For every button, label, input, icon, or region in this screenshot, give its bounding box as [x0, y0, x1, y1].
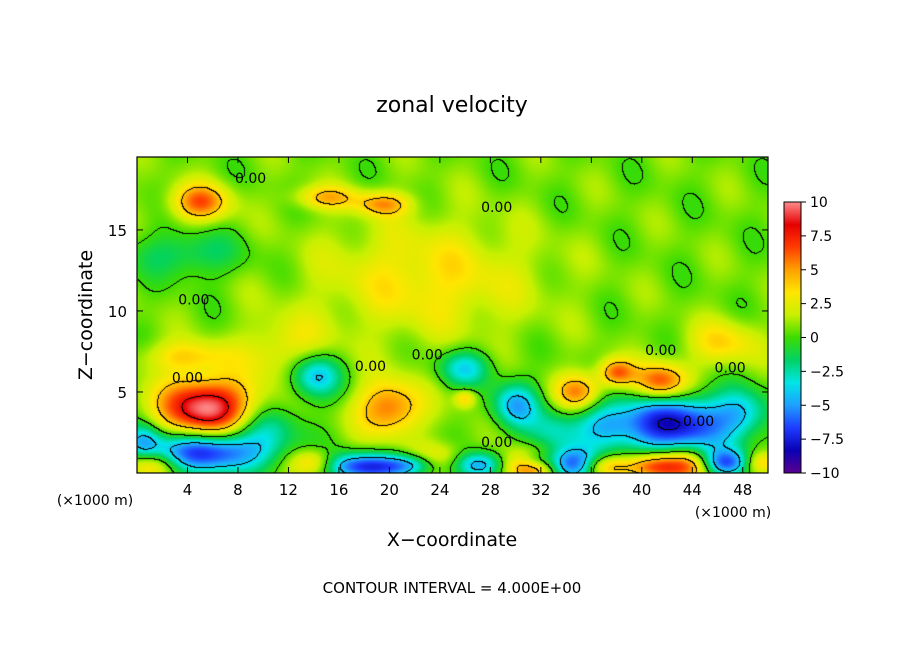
colorbar-tick-label: 2.5: [810, 297, 832, 313]
x-tick-label: 12: [279, 481, 298, 499]
x-axis: 4 8 12 16 20 24 28 32 36 40 44 48: [183, 157, 752, 499]
x-tick-label: 4: [183, 481, 193, 499]
x-tick-label: 20: [380, 481, 399, 499]
y-tick-label: 5: [117, 384, 127, 402]
x-axis-label: X−coordinate: [387, 529, 517, 551]
x-tick-label: 24: [430, 481, 449, 499]
contour-label: 0.00: [235, 171, 266, 187]
y-axis-label: Z−coordinate: [75, 250, 97, 380]
y-axis: 5 10 15: [108, 222, 768, 402]
colorbar-tick-label: 7.5: [810, 229, 832, 245]
heatmap-field: [137, 157, 768, 473]
chart-title: zonal velocity: [376, 93, 528, 118]
plot-frame: [136, 156, 769, 474]
colorbar: 10 7.5 5 2.5 0 −2.5 −5 −7.5 −10: [783, 195, 844, 482]
colorbar-tick-label: 5: [810, 263, 819, 279]
contour-label: 0.00: [645, 343, 676, 359]
contour-label: 0.00: [481, 200, 512, 216]
colorbar-tick-label: −5: [810, 398, 831, 414]
colorbar-ticks: 10 7.5 5 2.5 0 −2.5 −5 −7.5 −10: [801, 195, 844, 482]
contour-label: 0.00: [412, 348, 443, 364]
y-tick-label: 15: [108, 222, 127, 240]
contour-labels: 0.00 0.00 0.00 0.00 0.00 0.00 0.00 0.00 0.00 0.00: [172, 171, 746, 451]
colorbar-tick-label: −2.5: [810, 364, 844, 380]
x-tick-label: 8: [233, 481, 243, 499]
contour-label: 0.00: [172, 370, 203, 386]
x-unit-right: (×1000 m): [695, 505, 771, 521]
x-unit-left: (×1000 m): [57, 493, 133, 509]
x-tick-label: 16: [329, 481, 348, 499]
colorbar-tick-label: −7.5: [810, 432, 844, 448]
x-tick-label: 48: [733, 481, 752, 499]
contour-interval-note: CONTOUR INTERVAL = 4.000E+00: [323, 579, 582, 597]
contour-label: 0.00: [355, 359, 386, 375]
x-tick-label: 32: [531, 481, 550, 499]
x-tick-label: 40: [632, 481, 651, 499]
x-tick-label: 28: [481, 481, 500, 499]
contour-label: 0.00: [683, 414, 714, 430]
colorbar-tick-label: 0: [810, 331, 819, 347]
contour-label: 0.00: [715, 361, 746, 377]
colorbar-tick-label: −10: [810, 466, 840, 482]
colorbar-gradient: [783, 201, 802, 474]
contour-label: 0.00: [481, 435, 512, 451]
colorbar-tick-label: 10: [810, 195, 828, 211]
x-tick-label: 36: [582, 481, 601, 499]
contour-label: 0.00: [178, 293, 209, 309]
y-tick-label: 10: [108, 303, 127, 321]
x-tick-label: 44: [683, 481, 702, 499]
plot-area: 0.00 0.00 0.00 0.00 0.00 0.00 0.00 0.00 0.00 0.00: [136, 156, 769, 474]
